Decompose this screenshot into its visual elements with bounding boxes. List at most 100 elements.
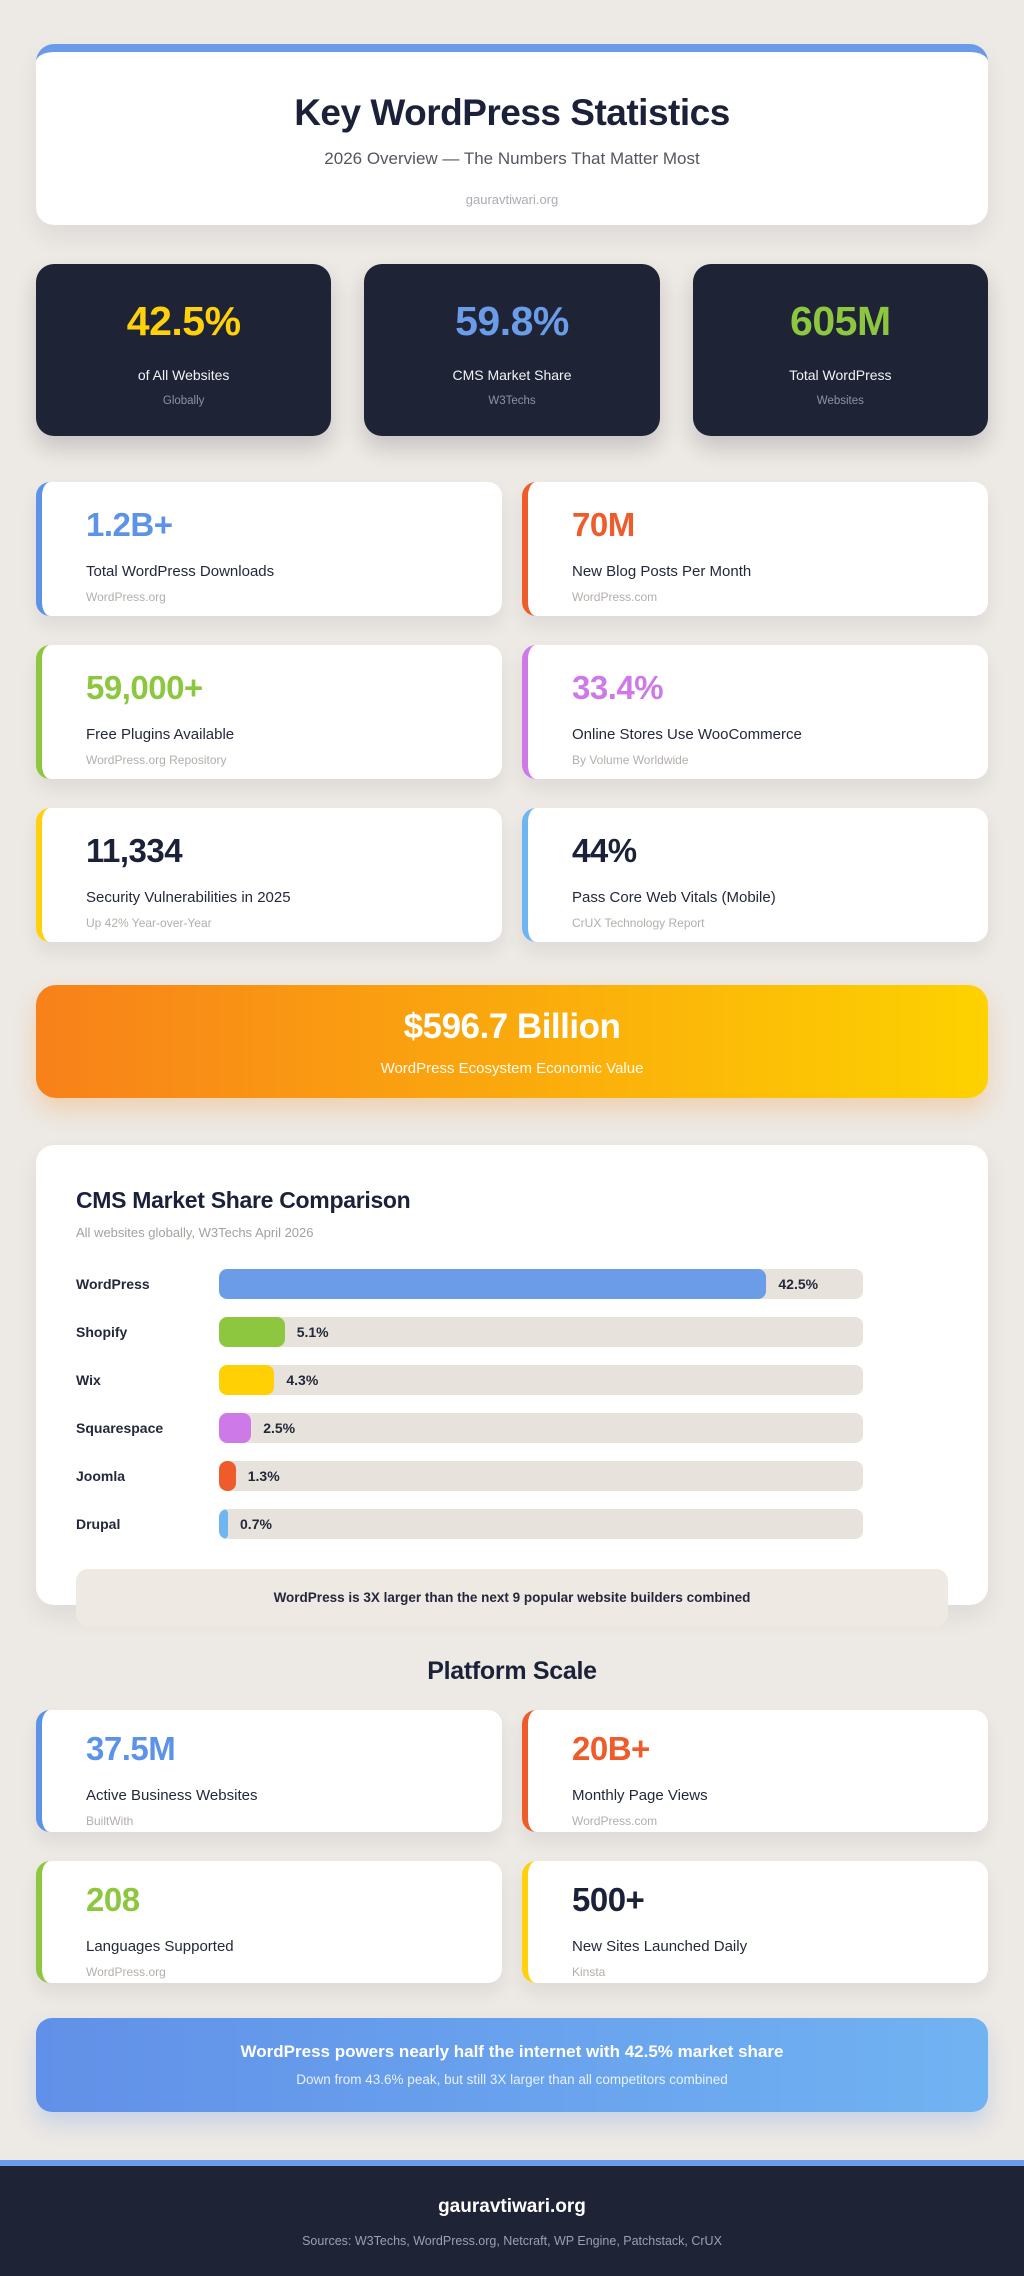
hero-source: Globally <box>162 395 205 407</box>
hero-source: Websites <box>816 395 864 407</box>
bar-chart: WordPress 42.5% Shopify 5.1% Wix 4.3% <box>76 1269 948 1539</box>
economic-value-label: WordPress Ecosystem Economic Value <box>380 1060 644 1077</box>
platform-cards-grid: 37.5M Active Business Websites BuiltWith… <box>36 1710 988 1983</box>
stat-label: New Blog Posts Per Month <box>572 563 752 580</box>
stat-label: New Sites Launched Daily <box>572 1938 748 1955</box>
bar-row-shopify: Shopify 5.1% <box>76 1317 948 1347</box>
bar-row-wordpress: WordPress 42.5% <box>76 1269 948 1299</box>
hero-card-all-websites: 42.5% of All Websites Globally <box>36 264 332 436</box>
infographic: Key WordPress Statistics 2026 Overview —… <box>36 44 988 2112</box>
footer-site-url: gauravtiwari.org <box>438 2196 586 2217</box>
stat-value: 1.2B+ <box>86 506 173 543</box>
stat-value: 20B+ <box>572 1730 650 1767</box>
stat-label: Languages Supported <box>86 1938 234 1955</box>
bar-label: Shopify <box>76 1324 128 1340</box>
bar-track: 4.3% <box>219 1365 863 1395</box>
page-title: Key WordPress Statistics <box>294 92 730 133</box>
chart-title: CMS Market Share Comparison <box>76 1187 411 1213</box>
stat-source: CrUX Technology Report <box>572 916 705 930</box>
stat-value: 59,000+ <box>86 669 203 706</box>
platform-card-business-sites: 37.5M Active Business Websites BuiltWith <box>36 1710 502 1832</box>
bar-label: Drupal <box>76 1516 121 1532</box>
bar-track: 5.1% <box>219 1317 863 1347</box>
platform-card-page-views: 20B+ Monthly Page Views WordPress.com <box>522 1710 988 1832</box>
hero-label: of All Websites <box>137 367 230 383</box>
stat-label: Active Business Websites <box>86 1787 258 1804</box>
bar-track: 0.7% <box>219 1509 863 1539</box>
stat-card-web-vitals: 44% Pass Core Web Vitals (Mobile) CrUX T… <box>522 808 988 942</box>
summary-line2: Down from 43.6% peak, but still 3X large… <box>296 2072 728 2087</box>
stat-source: WordPress.org Repository <box>86 753 227 767</box>
bar-fill <box>219 1269 767 1299</box>
header-card: Key WordPress Statistics 2026 Overview —… <box>36 44 988 225</box>
hero-card-cms-share: 59.8% CMS Market Share W3Techs <box>364 264 660 436</box>
stat-source: WordPress.org <box>86 590 166 604</box>
bar-value: 5.1% <box>296 1324 329 1340</box>
economic-value-banner: $596.7 Billion WordPress Ecosystem Econo… <box>36 985 988 1098</box>
summary-banner: WordPress powers nearly half the interne… <box>36 2018 988 2112</box>
bar-row-wix: Wix 4.3% <box>76 1365 948 1395</box>
stat-label: Total WordPress Downloads <box>86 563 275 580</box>
bar-value: 42.5% <box>778 1276 819 1292</box>
bar-row-joomla: Joomla 1.3% <box>76 1461 948 1491</box>
platform-card-languages: 208 Languages Supported WordPress.org <box>36 1861 502 1983</box>
footer: gauravtiwari.org Sources: W3Techs, WordP… <box>0 2160 1024 2276</box>
stat-source: WordPress.com <box>572 1814 658 1828</box>
stat-card-plugins: 59,000+ Free Plugins Available WordPress… <box>36 645 502 779</box>
stat-label: Monthly Page Views <box>572 1787 708 1804</box>
bar-label: WordPress <box>76 1276 150 1292</box>
stat-value: 208 <box>86 1881 140 1918</box>
stat-value: 33.4% <box>572 669 664 706</box>
bar-track: 1.3% <box>219 1461 863 1491</box>
footer-sources: Sources: W3Techs, WordPress.org, Netcraf… <box>302 2234 722 2248</box>
stat-cards-grid: 1.2B+ Total WordPress Downloads WordPres… <box>36 482 988 942</box>
hero-source: W3Techs <box>488 395 536 407</box>
page-subtitle: 2026 Overview — The Numbers That Matter … <box>324 149 700 168</box>
bar-fill <box>219 1461 236 1491</box>
stat-label: Online Stores Use WooCommerce <box>572 726 802 743</box>
stat-value: 11,334 <box>86 832 183 869</box>
bar-track: 42.5% <box>219 1269 863 1299</box>
bar-value: 1.3% <box>247 1468 280 1484</box>
economic-value: $596.7 Billion <box>403 1007 621 1046</box>
cms-market-share-chart: CMS Market Share Comparison All websites… <box>36 1145 988 1626</box>
chart-note: WordPress is 3X larger than the next 9 p… <box>76 1569 948 1626</box>
bar-track: 2.5% <box>219 1413 863 1443</box>
stat-label: Free Plugins Available <box>86 726 235 743</box>
bar-row-drupal: Drupal 0.7% <box>76 1509 948 1539</box>
hero-card-total-sites: 605M Total WordPress Websites <box>692 264 988 436</box>
stat-source: Up 42% Year-over-Year <box>86 916 212 930</box>
bar-fill <box>219 1317 285 1347</box>
bar-value: 4.3% <box>286 1372 319 1388</box>
stat-value: 37.5M <box>86 1730 176 1767</box>
hero-stats-row: 42.5% of All Websites Globally 59.8% CMS… <box>36 264 988 436</box>
platform-card-new-sites: 500+ New Sites Launched Daily Kinsta <box>522 1861 988 1983</box>
bar-row-squarespace: Squarespace 2.5% <box>76 1413 948 1443</box>
hero-label: CMS Market Share <box>452 367 572 383</box>
stat-label: Security Vulnerabilities in 2025 <box>86 889 291 906</box>
hero-label: Total WordPress <box>789 367 892 383</box>
stat-value: 70M <box>572 506 635 543</box>
bar-fill <box>219 1509 229 1539</box>
site-url: gauravtiwari.org <box>465 192 559 207</box>
stat-source: WordPress.com <box>572 590 658 604</box>
bar-label: Squarespace <box>76 1420 164 1436</box>
bar-value: 0.7% <box>240 1516 272 1532</box>
stat-card-downloads: 1.2B+ Total WordPress Downloads WordPres… <box>36 482 502 616</box>
hero-value: 42.5% <box>126 298 241 344</box>
stat-card-woocommerce: 33.4% Online Stores Use WooCommerce By V… <box>522 645 988 779</box>
stat-label: Pass Core Web Vitals (Mobile) <box>572 889 776 906</box>
bar-value: 2.5% <box>263 1420 296 1436</box>
hero-value: 605M <box>790 298 891 344</box>
platform-scale-heading: Platform Scale <box>427 1657 597 1685</box>
bar-fill <box>219 1365 275 1395</box>
stat-source: BuiltWith <box>86 1814 134 1828</box>
stat-source: Kinsta <box>572 1965 606 1979</box>
bar-label: Wix <box>76 1372 101 1388</box>
chart-subtitle: All websites globally, W3Techs April 202… <box>76 1225 314 1240</box>
bar-label: Joomla <box>76 1468 126 1484</box>
bar-fill <box>219 1413 252 1443</box>
stat-value: 500+ <box>572 1881 645 1918</box>
stat-source: By Volume Worldwide <box>572 753 689 767</box>
stat-card-vulnerabilities: 11,334 Security Vulnerabilities in 2025 … <box>36 808 502 942</box>
